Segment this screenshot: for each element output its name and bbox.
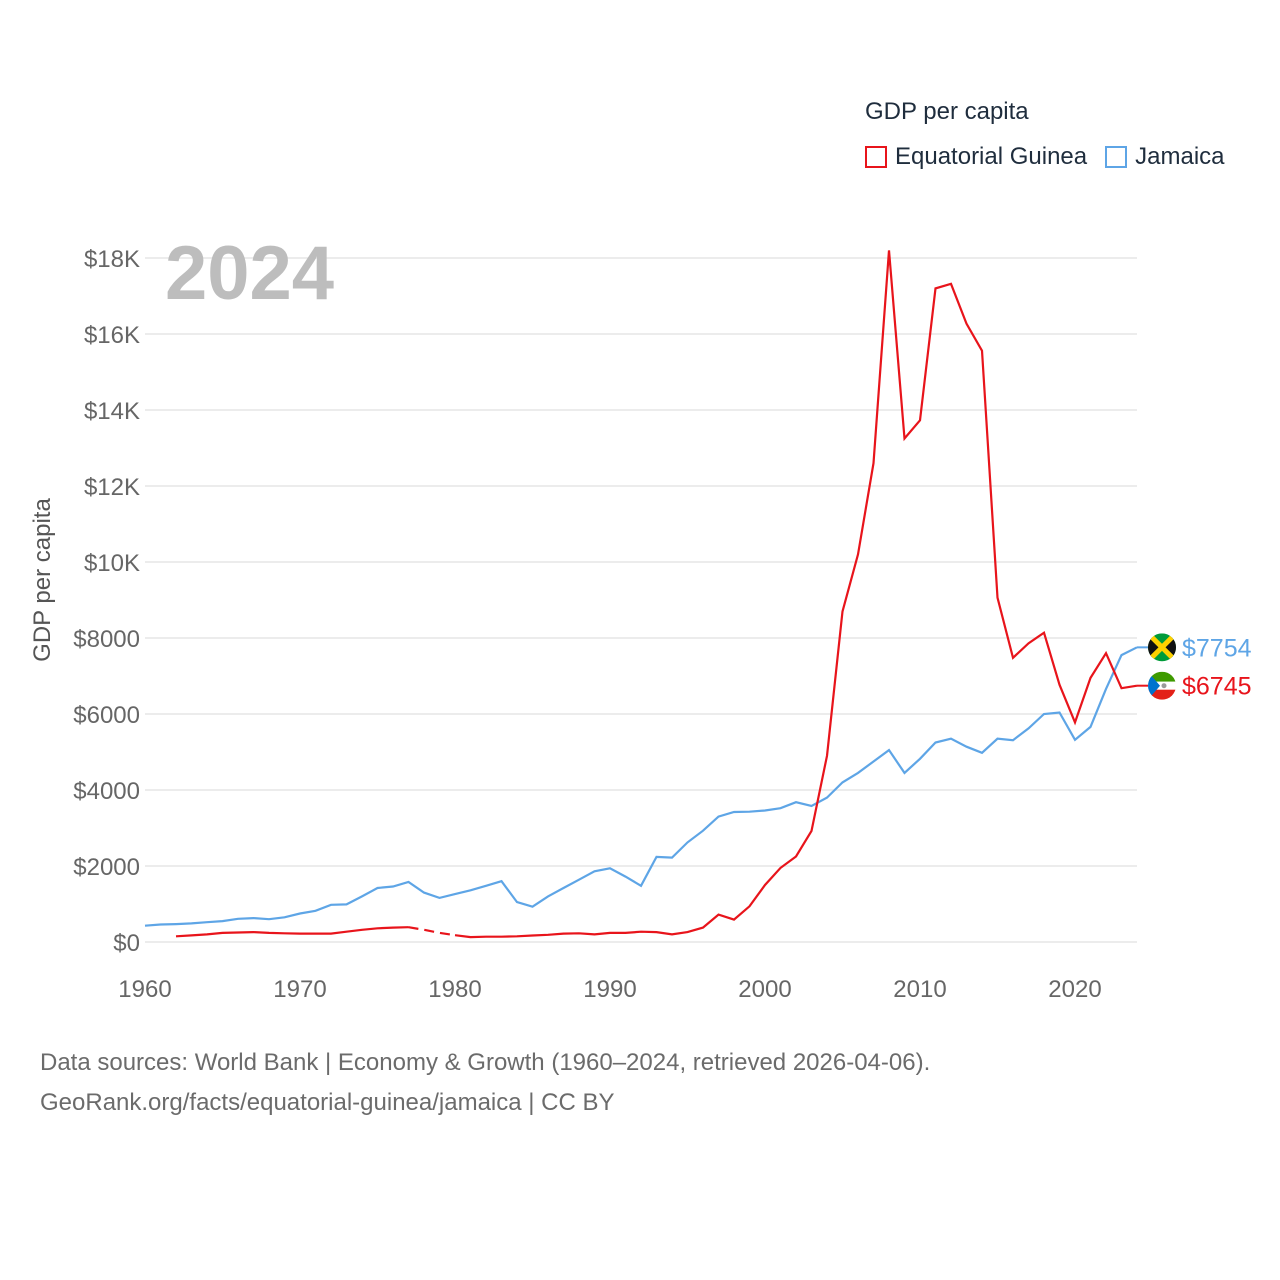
y-tick-label: $10K [84,550,140,577]
jamaica-flag-icon [1148,633,1176,662]
legend-title: GDP per capita [865,98,1029,125]
legend-label-jamaica: Jamaica [1135,143,1225,170]
legend-swatch-jamaica [1105,146,1128,168]
x-tick-label: 1990 [583,976,636,1003]
y-tick-label: $0 [113,930,140,957]
x-tick-label: 2020 [1048,976,1101,1003]
series-line-jamaica [144,646,1138,927]
y-tick-label: $18K [84,246,140,273]
end-value-label-jamaica: $7754 [1182,634,1252,662]
legend-item-equatorial-guinea[interactable]: Equatorial Guinea [865,143,1087,171]
x-tick-label: 2000 [738,976,791,1003]
end-markers: $7754 $6745 [1137,633,1252,701]
series-lines [144,250,1138,939]
y-tick-label: $6000 [73,702,140,729]
y-axis-label: GDP per capita [29,498,56,662]
grid-lines [145,257,1137,943]
year-overlay: 2024 [165,231,335,316]
footer-sources: Data sources: World Bank | Economy & Gro… [40,1049,931,1076]
footer: Data sources: World Bank | Economy & Gro… [40,1043,930,1123]
x-tick-label: 1960 [118,976,171,1003]
legend-swatch-equatorial-guinea [865,146,887,168]
x-axis-ticks: 1960 1970 1980 1990 2000 2010 2020 [118,976,1101,1003]
y-axis-ticks: $0 $2000 $4000 $6000 $8000 $10K $12K $14K $16K $1… [73,246,140,957]
series-line-equatorial-guinea [454,250,1138,939]
end-value-label-equatorial-guinea: $6745 [1182,673,1252,701]
y-tick-label: $12K [84,474,140,501]
x-tick-label: 1970 [273,976,326,1003]
x-tick-label: 1980 [428,976,481,1003]
legend-label-equatorial-guinea: Equatorial Guinea [895,143,1088,170]
series-line-equatorial-guinea [175,926,409,938]
series-line-equatorial-guinea-gap [408,926,456,937]
legend: Equatorial Guinea Jamaica [865,143,1243,171]
y-tick-label: $14K [84,398,140,425]
legend-item-jamaica[interactable]: Jamaica [1105,143,1225,171]
y-tick-label: $4000 [73,778,140,805]
y-tick-label: $8000 [73,626,140,653]
footer-link[interactable]: GeoRank.org/facts/equatorial-guinea/jama… [40,1089,615,1116]
y-tick-label: $2000 [73,854,140,881]
x-tick-label: 2010 [893,976,946,1003]
equatorial-guinea-flag-icon [1148,671,1176,700]
y-tick-label: $16K [84,322,140,349]
